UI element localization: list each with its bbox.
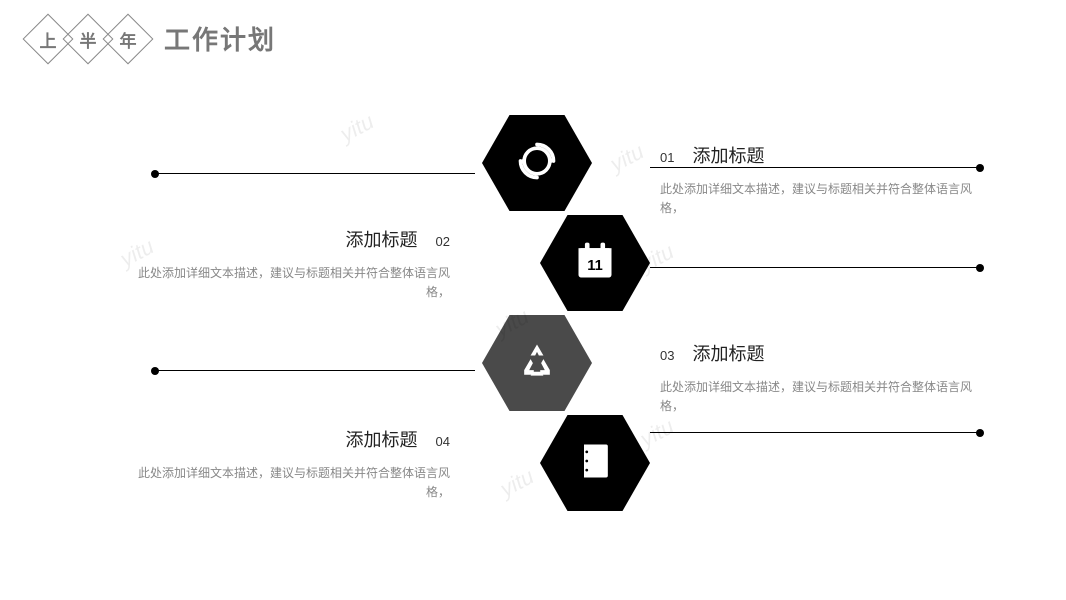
diamond-char: 半 bbox=[80, 26, 97, 51]
item-desc: 此处添加详细文本描述，建议与标题相关并符合整体语言风格， bbox=[660, 180, 980, 218]
item-4: 添加标题 04 此处添加详细文本描述，建议与标题相关并符合整体语言风格， bbox=[130, 426, 450, 502]
header: 上 半 年 工作计划 bbox=[30, 20, 276, 57]
item-title: 添加标题 bbox=[692, 340, 764, 366]
watermark: yitu bbox=[606, 138, 648, 177]
connector-3 bbox=[650, 267, 980, 268]
item-number: 04 bbox=[436, 434, 450, 449]
connector-extra bbox=[650, 432, 980, 433]
hexagon-3 bbox=[482, 315, 592, 411]
watermark: yitu bbox=[636, 413, 678, 452]
connector-dot bbox=[151, 367, 159, 375]
hexagon-4 bbox=[540, 415, 650, 511]
item-number: 02 bbox=[436, 234, 450, 249]
connector-2 bbox=[155, 173, 475, 174]
book-icon bbox=[573, 439, 617, 488]
item-desc: 此处添加详细文本描述，建议与标题相关并符合整体语言风格， bbox=[130, 464, 450, 502]
item-number: 03 bbox=[660, 348, 674, 363]
diamond-char: 上 bbox=[40, 26, 57, 51]
item-number: 01 bbox=[660, 150, 674, 165]
header-badge: 上 半 年 bbox=[30, 21, 150, 57]
item-title: 添加标题 bbox=[346, 426, 418, 452]
svg-text:11: 11 bbox=[587, 258, 603, 274]
diamond-char: 年 bbox=[120, 26, 137, 51]
recycle-icon bbox=[515, 339, 559, 388]
item-3: 03 添加标题 此处添加详细文本描述，建议与标题相关并符合整体语言风格， bbox=[660, 340, 980, 416]
item-1: 01 添加标题 此处添加详细文本描述，建议与标题相关并符合整体语言风格， bbox=[660, 142, 980, 218]
diamond-3: 年 bbox=[103, 13, 154, 64]
hexagon-2: 11 bbox=[540, 215, 650, 311]
item-2: 添加标题 02 此处添加详细文本描述，建议与标题相关并符合整体语言风格， bbox=[130, 226, 450, 302]
connector-4 bbox=[155, 370, 475, 371]
item-title: 添加标题 bbox=[346, 226, 418, 252]
page-title: 工作计划 bbox=[164, 20, 276, 57]
item-title: 添加标题 bbox=[692, 142, 764, 168]
item-desc: 此处添加详细文本描述，建议与标题相关并符合整体语言风格， bbox=[660, 378, 980, 416]
watermark: yitu bbox=[496, 463, 538, 502]
item-desc: 此处添加详细文本描述，建议与标题相关并符合整体语言风格， bbox=[130, 264, 450, 302]
calendar-icon: 11 bbox=[573, 239, 617, 288]
connector-dot bbox=[151, 170, 159, 178]
connector-dot bbox=[976, 429, 984, 437]
connector-dot bbox=[976, 264, 984, 272]
watermark: yitu bbox=[336, 108, 378, 147]
hexagon-1 bbox=[482, 115, 592, 211]
refresh-icon bbox=[515, 139, 559, 188]
